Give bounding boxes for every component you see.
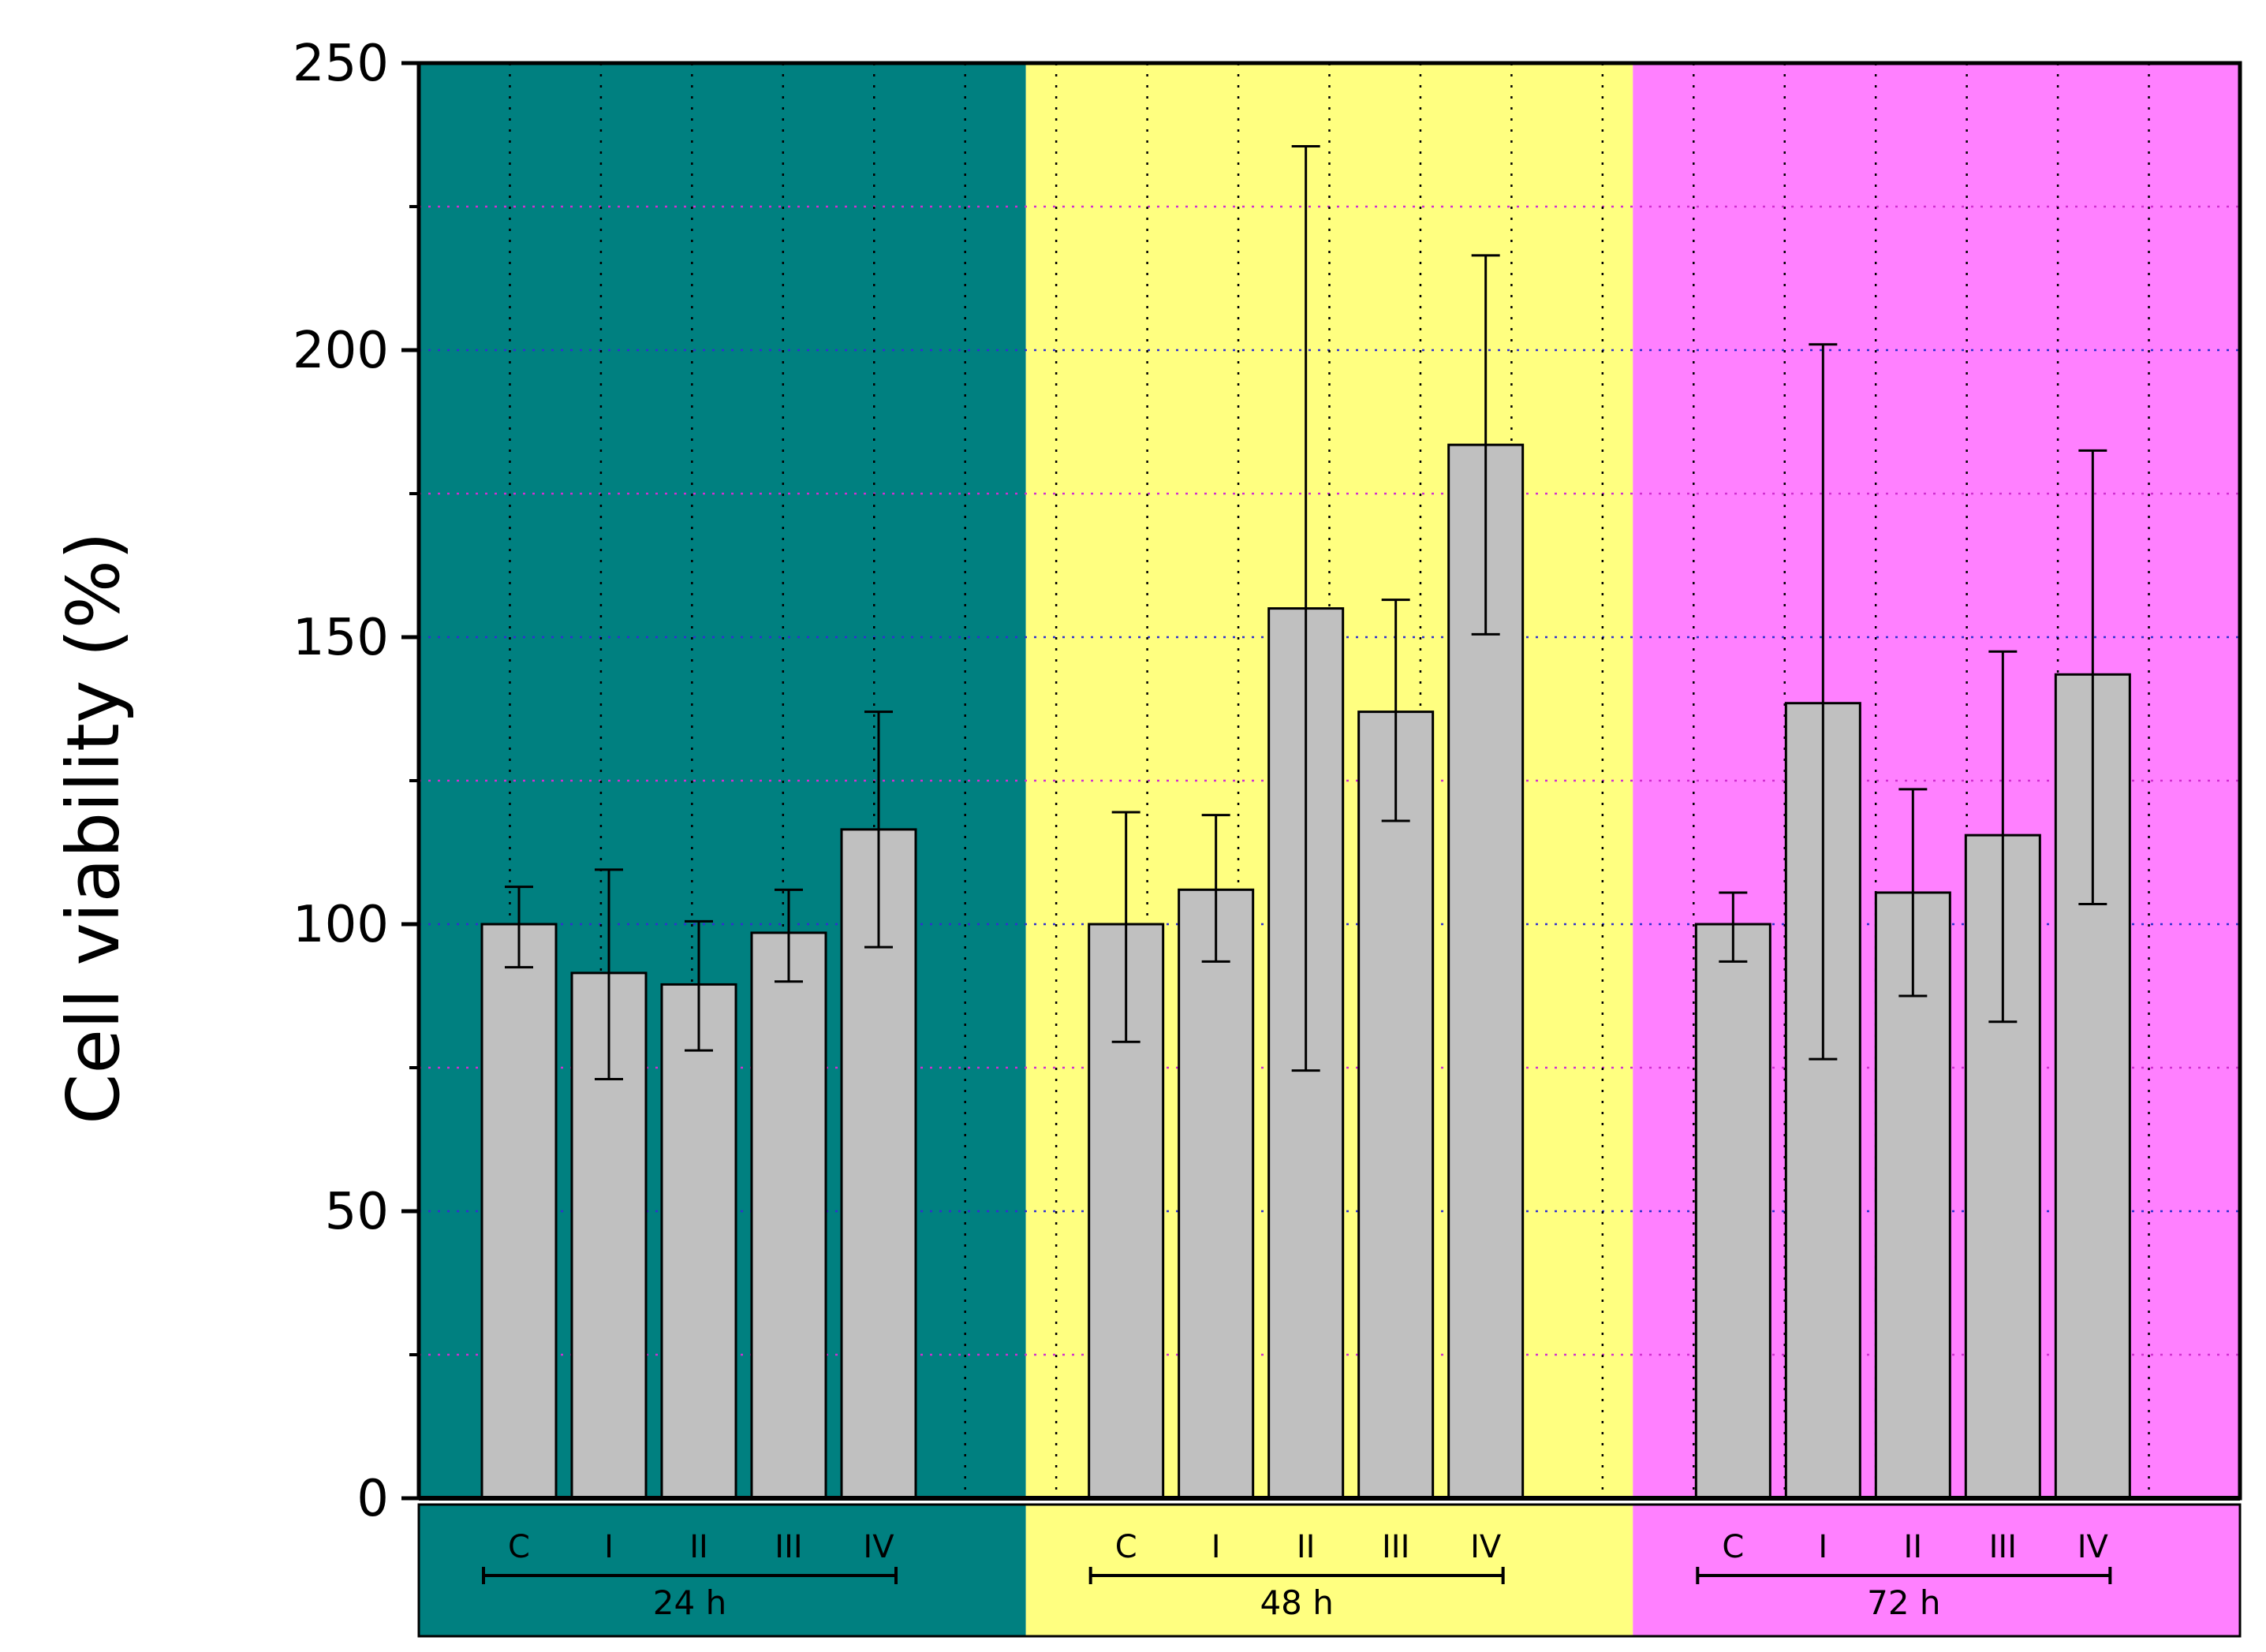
bar bbox=[750, 931, 827, 1500]
category-label: III bbox=[1382, 1529, 1409, 1565]
category-label: C bbox=[1115, 1529, 1137, 1565]
y-tick-label: 0 bbox=[357, 1470, 389, 1528]
category-label: C bbox=[1722, 1529, 1744, 1565]
category-label: I bbox=[1211, 1529, 1221, 1565]
y-tick-label: 50 bbox=[325, 1183, 389, 1241]
y-tick-label: 150 bbox=[293, 609, 389, 667]
group-label-background bbox=[1025, 1505, 1633, 1636]
bar bbox=[1694, 923, 1771, 1500]
group-label: 24 h bbox=[653, 1583, 726, 1622]
category-label: III bbox=[775, 1529, 802, 1565]
group-label-background bbox=[1633, 1505, 2240, 1636]
category-label: II bbox=[1904, 1529, 1923, 1565]
category-label: I bbox=[1818, 1529, 1827, 1565]
category-label: IV bbox=[2077, 1529, 2109, 1565]
y-tick-label: 200 bbox=[293, 322, 389, 380]
category-label: II bbox=[1297, 1529, 1316, 1565]
y-axis-label: Cell viability (%) bbox=[51, 531, 136, 1124]
group-label: 72 h bbox=[1867, 1583, 1940, 1622]
category-label: II bbox=[689, 1529, 708, 1565]
category-label: IV bbox=[863, 1529, 894, 1565]
bar bbox=[1178, 888, 1255, 1500]
bar bbox=[660, 983, 737, 1500]
category-label: I bbox=[604, 1529, 614, 1565]
category-band-frame bbox=[417, 1503, 2242, 1638]
y-tick-label: 100 bbox=[293, 896, 389, 954]
category-label: C bbox=[508, 1529, 530, 1565]
y-tick-label: 250 bbox=[293, 35, 389, 93]
bar bbox=[1357, 710, 1435, 1500]
category-label: IV bbox=[1470, 1529, 1502, 1565]
group-label-background bbox=[419, 1505, 1026, 1636]
bar bbox=[480, 923, 558, 1500]
group-label: 48 h bbox=[1260, 1583, 1333, 1622]
category-label: III bbox=[1989, 1529, 2017, 1565]
